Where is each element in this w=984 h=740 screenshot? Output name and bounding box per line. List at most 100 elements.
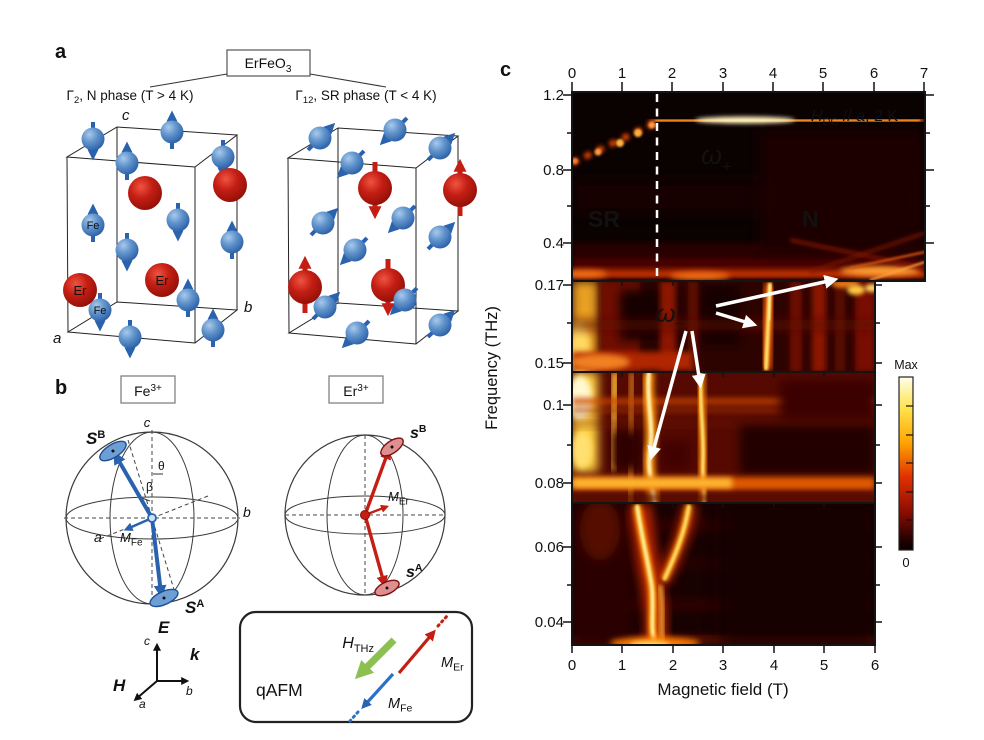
fe-atom-text: Fe xyxy=(94,305,107,317)
fe-atom xyxy=(81,213,105,237)
er-ion-box xyxy=(328,375,384,404)
fe-atom xyxy=(383,118,407,142)
bottom-axis-numbers: 0 1 2 3 4 5 6 xyxy=(568,657,879,674)
svg-text:2: 2 xyxy=(669,657,677,674)
x-axis-title: Magnetic field (T) xyxy=(657,680,788,699)
phase-title-right: Γ12, SR phase (T < 4 K) xyxy=(295,88,436,106)
omega-minus-label: ω− xyxy=(656,300,685,333)
frame-b-label: b xyxy=(186,684,193,698)
er-atoms-gamma2 xyxy=(63,168,247,307)
er-atom xyxy=(145,263,179,297)
mfe-qafm-label: MFe xyxy=(388,696,413,715)
connector-left xyxy=(149,73,228,88)
er-atom-text: Er xyxy=(156,273,170,288)
colorbar-min-label: 0 xyxy=(902,555,909,570)
fe-atom xyxy=(313,295,337,319)
fe-atom xyxy=(201,318,225,342)
fe-atom xyxy=(115,151,139,175)
theta-label: θ xyxy=(158,459,165,473)
precession-disk xyxy=(149,588,179,608)
H-label: H xyxy=(113,676,126,695)
field-condition-label: HDC // a, 2 K xyxy=(811,108,898,128)
heatmap-segment-3 xyxy=(572,372,875,503)
omega-minus-line xyxy=(635,504,657,645)
fe-atoms-gamma12 xyxy=(306,116,456,349)
precession-disk xyxy=(99,440,127,462)
svg-text:0.17: 0.17 xyxy=(535,277,564,294)
er-spin-sphere: sB sA MEr xyxy=(284,423,446,597)
fe-ion-label: Fe3+ xyxy=(134,383,162,399)
fe-atom-text: Fe xyxy=(87,220,100,232)
fe-atom xyxy=(340,151,364,175)
mer-qafm-label: MEr xyxy=(441,655,464,674)
phase-sr-label: SR xyxy=(588,206,620,232)
er-atom xyxy=(128,176,162,210)
svg-text:0: 0 xyxy=(568,657,576,674)
svg-text:0: 0 xyxy=(568,65,576,82)
svg-text:5: 5 xyxy=(820,657,828,674)
fe-atom xyxy=(176,288,200,312)
colorbar: Max 0 xyxy=(894,358,918,570)
compound-label: ErFeO3 xyxy=(245,55,292,75)
SB-label: SB xyxy=(86,429,105,448)
svg-text:1: 1 xyxy=(618,65,626,82)
field-frame: E c k b H a xyxy=(113,618,201,711)
qafm-box: qAFM HTHz MEr MFe xyxy=(238,610,474,724)
svg-text:3: 3 xyxy=(719,65,727,82)
fe-atom xyxy=(343,238,367,262)
heatmap-segment-4 xyxy=(572,503,875,645)
panel-b-label: b xyxy=(55,377,67,399)
SA-label: SA xyxy=(185,598,204,617)
fe-ion-box xyxy=(120,375,176,404)
svg-text:0.1: 0.1 xyxy=(543,397,564,414)
spin-arrow-sA xyxy=(363,514,388,588)
svg-text:6: 6 xyxy=(871,657,879,674)
mfe-qafm-arrow xyxy=(361,672,395,710)
fe-atoms-gamma2: Fe Fe xyxy=(81,110,244,359)
precession-disk xyxy=(374,579,400,597)
panel-a-label: a xyxy=(55,41,67,63)
sphere-c-label: c xyxy=(144,415,151,430)
mer-label: MEr xyxy=(388,489,410,508)
er-atom xyxy=(213,168,247,202)
panel-b: b Fe3+ Er3+ xyxy=(55,375,474,724)
svg-text:1: 1 xyxy=(618,657,626,674)
compound-box xyxy=(226,49,311,77)
precession-disk xyxy=(380,437,404,457)
top-axis-numbers: 0 1 2 3 4 5 6 7 xyxy=(568,65,928,82)
er-atom xyxy=(443,173,477,207)
svg-text:3: 3 xyxy=(719,657,727,674)
fe-atom xyxy=(308,126,332,150)
omega-plus-rising-branch xyxy=(572,119,659,166)
fe-atom xyxy=(220,230,244,254)
fe-atom xyxy=(211,145,235,169)
er-atom xyxy=(288,270,322,304)
connector-right xyxy=(309,73,387,88)
svg-text:0.8: 0.8 xyxy=(543,162,564,179)
frame-a-label: a xyxy=(139,697,146,711)
fe-atom xyxy=(88,298,112,322)
svg-text:1.2: 1.2 xyxy=(543,87,564,104)
colorbar-max-label: Max xyxy=(894,358,918,372)
svg-text:0.08: 0.08 xyxy=(535,475,564,492)
svg-text:0.15: 0.15 xyxy=(535,355,564,372)
E-label: E xyxy=(158,618,170,637)
axis-b-label: b xyxy=(244,299,252,316)
svg-text:5: 5 xyxy=(819,65,827,82)
panel-a: a ErFeO3 Γ2, N phase (T > 4 K) Γ12, SR p… xyxy=(53,41,477,359)
sA-label: sA xyxy=(406,562,423,581)
panel-c: c xyxy=(483,59,934,699)
er-atom xyxy=(63,273,97,307)
sphere-a-label: a xyxy=(94,529,102,545)
y-axis-title: Frequency (THz) xyxy=(483,306,501,430)
heatmap-segment-2 xyxy=(572,281,875,372)
sB-label: sB xyxy=(410,423,427,442)
svg-text:0.4: 0.4 xyxy=(543,235,564,252)
phase-n-label: N xyxy=(802,206,819,232)
er-atom-text: Er xyxy=(74,283,88,298)
mer-qafm-arrow-dots xyxy=(436,614,449,628)
omega-minus-arrows xyxy=(647,274,839,461)
hthz-label: HTHz xyxy=(342,635,374,655)
